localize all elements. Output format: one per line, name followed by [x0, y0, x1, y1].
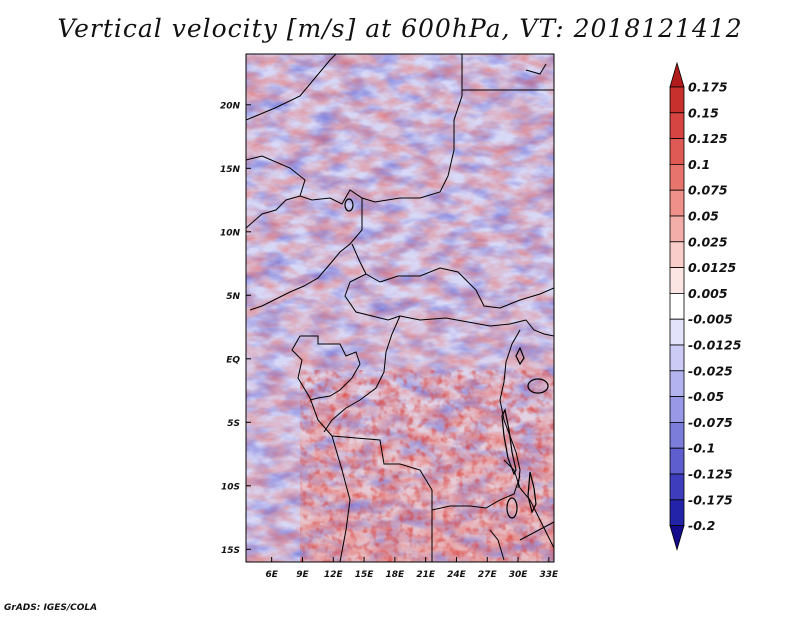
- colorbar: 0.175 0.15 0.125 0.1 0.075 0.05 0.025 0.0125 0.0…: [669, 61, 742, 552]
- colorbar-top-arrow: [669, 61, 685, 88]
- lat-label: EQ: [226, 355, 240, 365]
- lat-label: 20N: [220, 101, 241, 111]
- colorbar-label: 0.005: [688, 286, 728, 301]
- colorbar-label: 0.1: [688, 157, 710, 172]
- colorbar-label: 0.175: [688, 80, 728, 95]
- lon-label: 24E: [447, 570, 467, 580]
- lon-label: 15E: [355, 570, 375, 580]
- colorbar-label: -0.175: [688, 492, 733, 507]
- country-borders: [246, 54, 554, 562]
- grads-credit: GrADS: IGES/COLA: [4, 603, 98, 613]
- colorbar-label: -0.0125: [688, 338, 742, 353]
- map-panel: 20N 15N 10N 5N EQ 5S 10S 15S 6E 9E 12E 15E 18E 21E 24…: [220, 53, 559, 580]
- colorbar-swatch: [669, 292, 685, 320]
- colorbar-label: -0.075: [688, 415, 733, 430]
- colorbar-swatch: [669, 189, 685, 217]
- chart-title: Vertical velocity [m/s] at 600hPa, VT: 2…: [57, 14, 743, 43]
- lon-label: 18E: [386, 570, 406, 580]
- colorbar-label: 0.025: [688, 234, 728, 249]
- latitude-axis: 20N 15N 10N 5N EQ 5S 10S 15S: [220, 101, 251, 556]
- colorbar-swatch: [669, 86, 685, 114]
- colorbar-label: -0.1: [688, 441, 715, 456]
- colorbar-label: -0.05: [688, 389, 724, 404]
- colorbar-label: 0.15: [688, 105, 719, 120]
- lon-label: 30E: [509, 570, 529, 580]
- colorbar-swatch: [669, 318, 685, 346]
- colorbar-swatch: [669, 215, 685, 243]
- lon-label: 12E: [324, 570, 344, 580]
- colorbar-swatch: [669, 138, 685, 165]
- colorbar-swatch: [669, 396, 685, 423]
- lat-label: 10N: [220, 228, 241, 238]
- colorbar-label: 0.125: [688, 131, 728, 146]
- colorbar-swatch: [669, 163, 685, 191]
- lakes-and-coast: [344, 198, 549, 519]
- longitude-axis: 6E 9E 12E 15E 18E 21E 24E 27E 30E 33E: [265, 557, 559, 580]
- lat-label: 10S: [221, 482, 240, 492]
- colorbar-swatch: [669, 112, 685, 140]
- lon-label: 27E: [478, 570, 498, 580]
- colorbar-label: 0.075: [688, 183, 728, 198]
- colorbar-swatch: [669, 267, 685, 294]
- colorbar-swatch: [669, 344, 685, 372]
- colorbar-swatch: [669, 241, 685, 269]
- colorbar-bottom-arrow: [669, 525, 685, 552]
- colorbar-swatch: [669, 370, 685, 397]
- lat-label: 15N: [220, 165, 241, 175]
- colorbar-label: -0.125: [688, 467, 733, 482]
- lat-label: 5S: [227, 419, 240, 429]
- lon-label: 6E: [265, 570, 278, 580]
- colorbar-swatch: [669, 473, 685, 501]
- colorbar-swatch: [669, 499, 685, 526]
- colorbar-label: 0.05: [688, 209, 719, 224]
- lon-label: 21E: [416, 570, 436, 580]
- velocity-field: [246, 54, 554, 562]
- colorbar-label: -0.025: [688, 363, 733, 378]
- colorbar-swatch: [669, 447, 685, 475]
- colorbar-label: -0.2: [688, 518, 715, 533]
- map-frame: [245, 53, 555, 563]
- colorbar-label: 0.0125: [688, 260, 737, 275]
- lon-label: 33E: [540, 570, 560, 580]
- colorbar-label: -0.005: [688, 312, 733, 327]
- lon-label: 9E: [296, 570, 309, 580]
- lat-label: 15S: [221, 546, 240, 556]
- lat-label: 5N: [226, 292, 240, 302]
- colorbar-swatch: [669, 421, 685, 449]
